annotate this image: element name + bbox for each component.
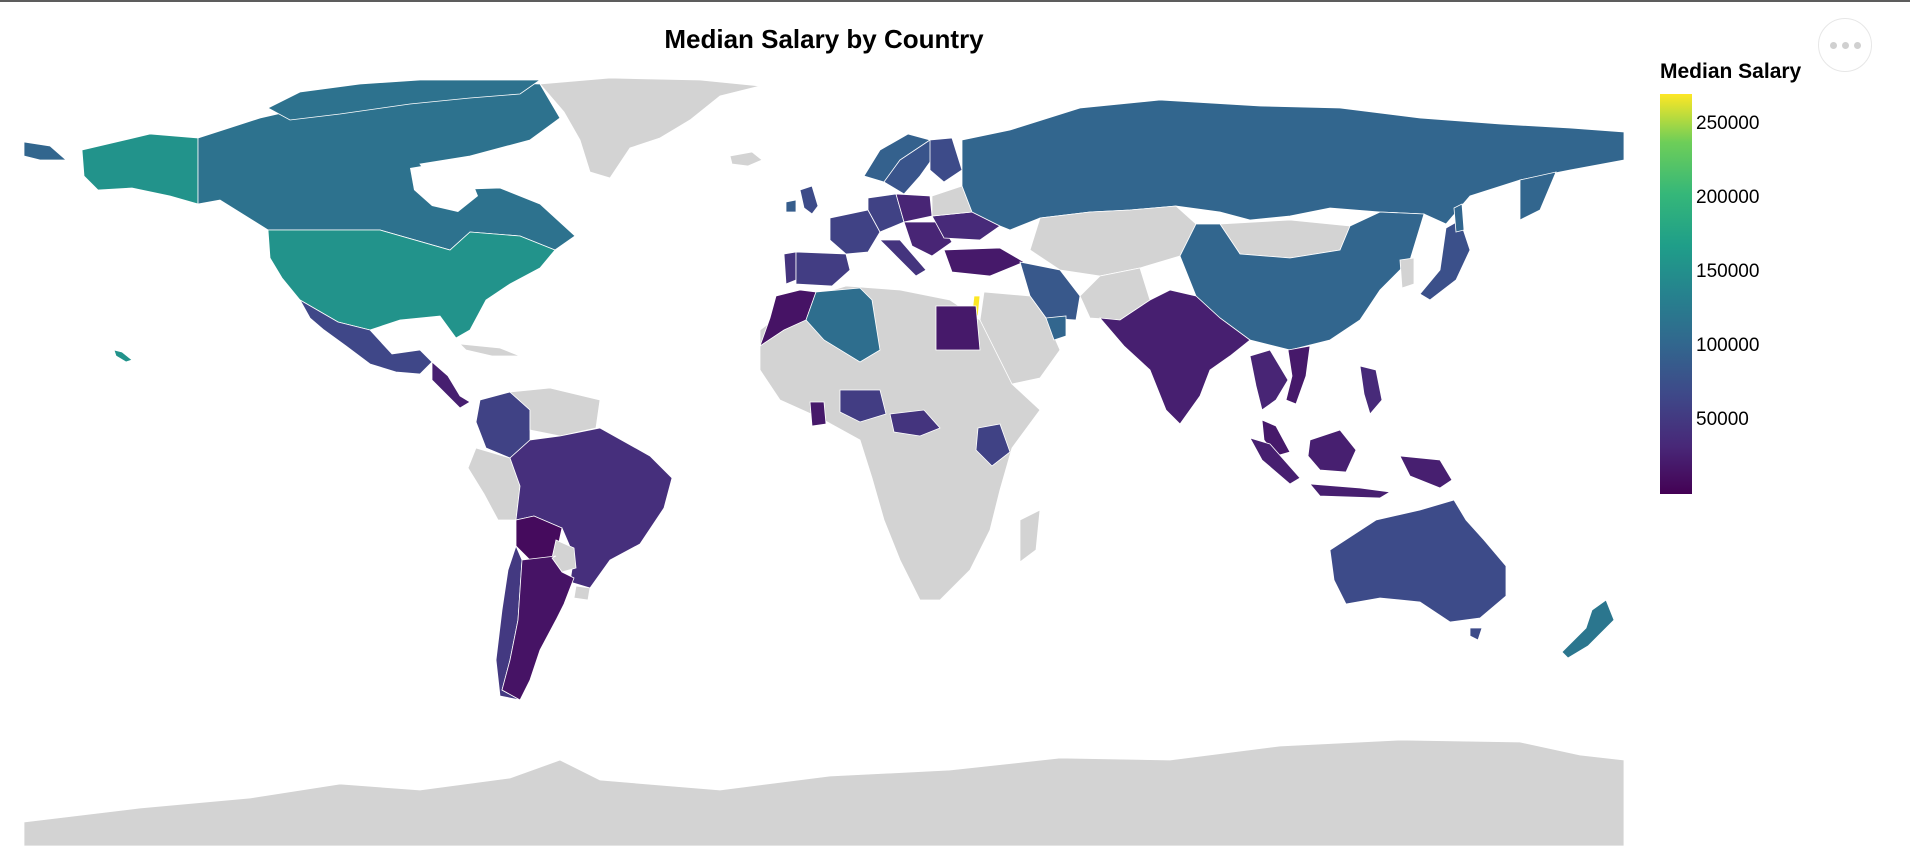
korea (1399, 257, 1415, 289)
india (1099, 289, 1251, 425)
germany (867, 193, 905, 233)
more-options-button[interactable] (1818, 18, 1872, 72)
legend-colorbar (1660, 94, 1692, 494)
finland (929, 137, 963, 183)
spain (795, 251, 851, 287)
ireland (785, 199, 797, 213)
legend-tick-label: 150000 (1696, 260, 1760, 282)
thailand (1249, 349, 1289, 411)
dr-congo (889, 409, 941, 437)
indonesia-east (1399, 455, 1453, 489)
united-kingdom (799, 185, 819, 215)
tasmania (1469, 627, 1483, 641)
canada-islands (267, 79, 542, 121)
more-options-icon (1829, 41, 1861, 49)
legend-tick-label: 100000 (1696, 334, 1760, 356)
vietnam (1285, 345, 1311, 405)
portugal (783, 251, 797, 285)
united-states (267, 229, 556, 339)
new-zealand (1561, 599, 1615, 659)
legend-tick-label: 200000 (1696, 186, 1760, 208)
japan (1419, 219, 1471, 301)
paraguay (551, 539, 577, 573)
chart-title: Median Salary by Country (664, 24, 984, 54)
central-america (431, 361, 471, 409)
alaska (81, 133, 199, 205)
morocco (759, 289, 817, 348)
africa-base (759, 285, 1041, 601)
top-border (0, 0, 1910, 2)
indonesia-sumatra (1249, 437, 1301, 485)
argentina (501, 555, 575, 701)
hudson-bay (410, 162, 478, 212)
cuba (458, 343, 521, 357)
philippines (1359, 365, 1383, 415)
legend-tick-label: 50000 (1696, 408, 1749, 430)
uae (1045, 315, 1067, 341)
nigeria (839, 389, 887, 423)
uruguay (573, 585, 591, 601)
legend-tick-label: 250000 (1696, 112, 1760, 134)
hawaii (113, 349, 133, 363)
indonesia-java (1309, 483, 1392, 499)
madagascar (1019, 509, 1041, 563)
kazakhstan (1029, 205, 1197, 277)
malaysia (1261, 419, 1291, 457)
ghana (809, 401, 827, 427)
mexico (298, 298, 433, 375)
legend-title: Median Salary (1660, 60, 1802, 83)
russia-west-edge (23, 141, 68, 161)
sakhalin (1453, 203, 1465, 233)
turkey (943, 247, 1025, 277)
australia (1329, 499, 1507, 623)
egypt (935, 305, 981, 351)
italy (879, 239, 927, 277)
kamchatka (1519, 171, 1557, 221)
greenland (539, 77, 761, 179)
indonesia-borneo (1307, 429, 1357, 473)
kenya (975, 423, 1011, 467)
iceland (729, 151, 763, 167)
antarctica (23, 739, 1625, 847)
algeria (805, 287, 881, 363)
